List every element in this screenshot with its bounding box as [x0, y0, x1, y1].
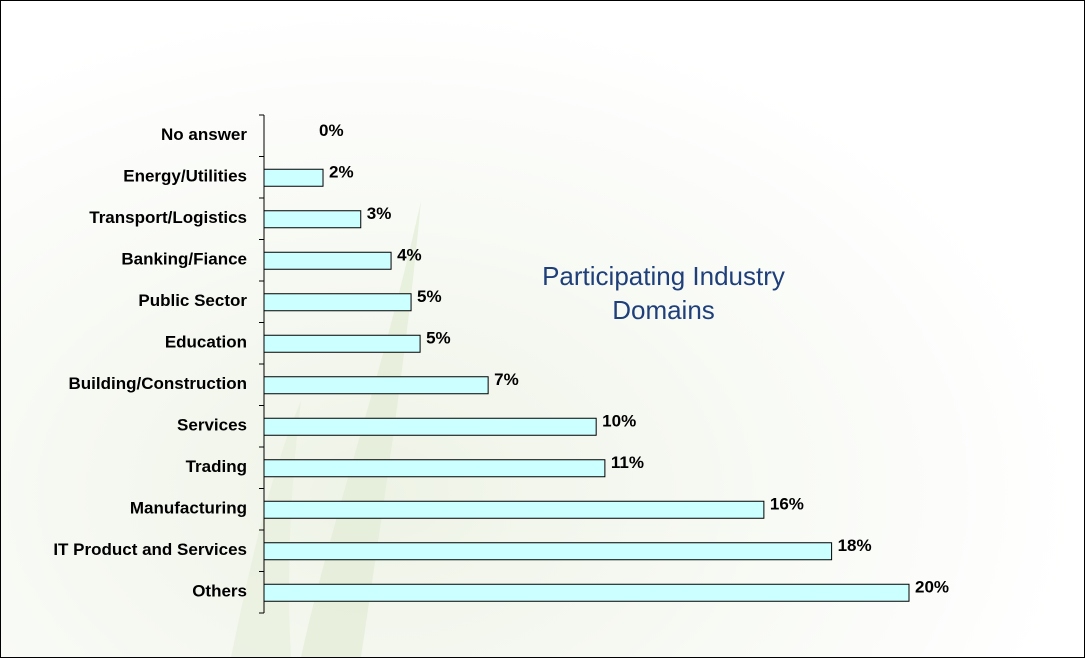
y-tick-label: Others — [192, 582, 247, 601]
bar — [264, 169, 323, 186]
y-tick-label: Banking/Fiance — [121, 250, 247, 269]
bar — [264, 211, 361, 228]
y-tick-label: No answer — [161, 125, 247, 144]
value-label: 11% — [611, 453, 644, 472]
value-label: 5% — [426, 329, 451, 348]
y-tick-label: IT Product and Services — [53, 540, 247, 559]
chart: No answer 0% Energy/Utilities 2% Transport/L… — [1, 1, 1084, 657]
bar — [264, 335, 420, 352]
value-label: 16% — [770, 495, 804, 514]
bar — [264, 252, 391, 269]
bar — [264, 294, 411, 311]
background-leaf — [231, 401, 301, 657]
y-tick-label: Transport/Logistics — [89, 208, 247, 227]
bar — [264, 418, 596, 435]
y-tick-label: Public Sector — [138, 291, 247, 310]
value-label: 0% — [319, 121, 344, 140]
value-label: 2% — [329, 163, 354, 182]
value-label: 5% — [417, 287, 442, 306]
y-tick-label: Building/Construction — [69, 374, 247, 393]
value-label: 4% — [397, 246, 422, 265]
chart-title: Participating Industry Domains — [521, 259, 806, 327]
value-label: 18% — [838, 536, 872, 555]
slide: No answer 0% Energy/Utilities 2% Transport/L… — [0, 0, 1085, 658]
bar — [264, 377, 488, 394]
y-tick-label: Education — [165, 333, 247, 352]
y-tick-label: Energy/Utilities — [123, 167, 247, 186]
value-label: 3% — [367, 204, 392, 223]
bar — [264, 501, 764, 518]
value-label: 7% — [494, 370, 519, 389]
bar — [264, 584, 909, 601]
y-tick-label: Trading — [186, 457, 247, 476]
value-label: 20% — [915, 578, 949, 597]
bar — [264, 460, 605, 477]
value-label: 10% — [602, 412, 636, 431]
y-tick-label: Manufacturing — [130, 499, 247, 518]
bar — [264, 543, 832, 560]
y-tick-label: Services — [177, 416, 247, 435]
